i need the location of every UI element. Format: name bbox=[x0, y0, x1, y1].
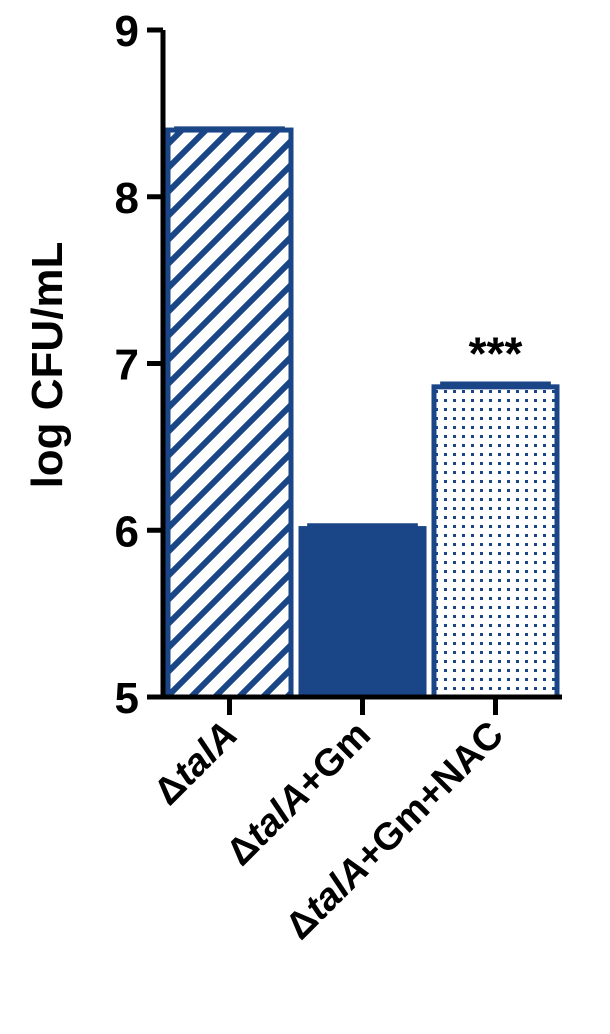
y-axis-ticks: 5 6 7 8 9 bbox=[115, 7, 163, 723]
y-tick-label: 5 bbox=[115, 674, 139, 723]
bars bbox=[165, 126, 560, 700]
bar-2 bbox=[298, 526, 427, 700]
bar-1 bbox=[165, 127, 294, 700]
y-tick-label: 7 bbox=[115, 341, 139, 390]
bar-3 bbox=[431, 384, 560, 700]
x-tick-label: ΔtalA bbox=[146, 714, 246, 814]
y-tick-label: 8 bbox=[115, 174, 139, 223]
y-tick-label: 6 bbox=[115, 507, 139, 556]
significance-label: *** bbox=[469, 328, 523, 380]
y-tick-label: 9 bbox=[115, 7, 139, 56]
y-axis-label: log CFU/mL bbox=[23, 242, 72, 489]
annotations: *** bbox=[469, 328, 523, 380]
